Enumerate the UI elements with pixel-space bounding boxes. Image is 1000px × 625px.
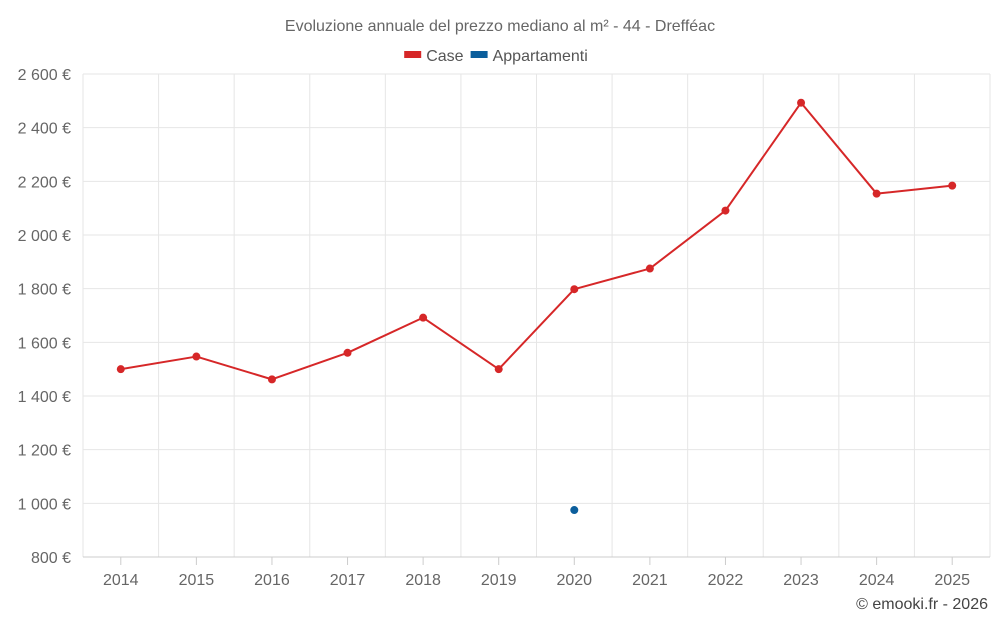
- data-point-case[interactable]: [494, 365, 503, 374]
- y-tick-label: 2 200 €: [18, 174, 71, 191]
- legend-label: Case: [426, 48, 463, 65]
- data-point-case[interactable]: [343, 348, 352, 357]
- legend: Case Appartamenti: [404, 48, 588, 65]
- legend-swatch: [404, 51, 422, 58]
- y-tick-label: 2 400 €: [18, 121, 71, 138]
- chart-title: Evoluzione annuale del prezzo mediano al…: [285, 18, 715, 35]
- grid-lines: [82, 73, 991, 557]
- data-point-case[interactable]: [872, 189, 881, 198]
- data-point-appartamenti[interactable]: [570, 506, 579, 515]
- x-tick-label: 2020: [556, 572, 592, 589]
- y-tick-label: 1 800 €: [18, 282, 71, 299]
- y-tick-label: 1 400 €: [18, 389, 71, 406]
- x-tick-label: 2015: [179, 572, 215, 589]
- series-line-case: [120, 101, 953, 381]
- x-tick-label: 2025: [934, 572, 970, 589]
- y-tick-label: 800 €: [31, 550, 71, 567]
- data-point-case[interactable]: [570, 285, 579, 294]
- data-point-case[interactable]: [645, 264, 654, 273]
- data-point-case[interactable]: [948, 181, 957, 190]
- x-tick-label: 2019: [481, 572, 517, 589]
- axes: 800 € 1 000 € 1 200 € 1 400 € 1 600 € 1 800 €…: [18, 67, 990, 589]
- legend-item-appartamenti[interactable]: Appartamenti: [470, 48, 588, 65]
- x-tick-label: 2018: [405, 572, 441, 589]
- data-point-case[interactable]: [116, 365, 125, 374]
- series-layer: [116, 98, 957, 515]
- data-point-case[interactable]: [797, 98, 806, 107]
- y-tick-label: 1 200 €: [18, 443, 71, 460]
- data-point-case[interactable]: [721, 206, 730, 215]
- x-tick-label: 2024: [859, 572, 895, 589]
- legend-swatch: [470, 51, 488, 58]
- x-tick-label: 2016: [254, 572, 290, 589]
- y-tick-label: 2 000 €: [18, 228, 71, 245]
- x-tick-label: 2021: [632, 572, 668, 589]
- data-point-case[interactable]: [419, 313, 428, 322]
- x-tick-label: 2014: [103, 572, 139, 589]
- legend-label: Appartamenti: [493, 48, 588, 65]
- data-point-case[interactable]: [192, 352, 201, 361]
- y-tick-label: 2 600 €: [18, 67, 71, 84]
- x-tick-label: 2023: [783, 572, 819, 589]
- x-tick-label: 2022: [708, 572, 744, 589]
- y-tick-label: 1 000 €: [18, 496, 71, 513]
- chart-credit: © emooki.fr - 2026: [856, 596, 988, 613]
- x-tick-label: 2017: [330, 572, 366, 589]
- legend-item-case[interactable]: Case: [404, 48, 464, 65]
- y-tick-label: 1 600 €: [18, 335, 71, 352]
- data-point-case[interactable]: [267, 375, 276, 384]
